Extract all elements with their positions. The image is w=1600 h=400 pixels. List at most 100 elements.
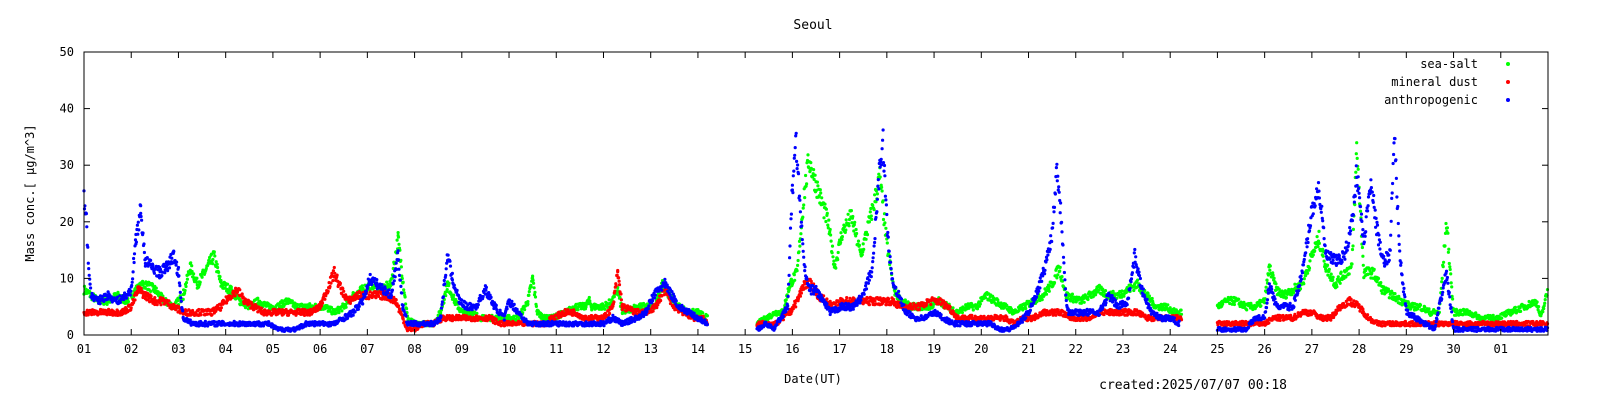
data-point (1229, 295, 1233, 299)
data-point (801, 206, 805, 210)
data-point (948, 305, 952, 309)
data-point (869, 214, 873, 218)
data-point (1321, 254, 1325, 258)
data-point (1274, 282, 1278, 286)
data-point (873, 193, 877, 197)
data-point (391, 266, 395, 271)
data-point (338, 281, 342, 285)
data-point (829, 239, 833, 243)
data-point (527, 290, 531, 294)
data-point (795, 269, 799, 273)
data-point (218, 275, 222, 279)
data-point (361, 286, 365, 290)
data-point (1242, 300, 1246, 304)
data-point (1361, 263, 1365, 267)
data-point (397, 242, 401, 246)
data-point (1542, 304, 1546, 308)
data-point (209, 252, 214, 256)
data-point (852, 223, 856, 227)
data-point (1316, 245, 1320, 249)
data-point (405, 307, 409, 311)
data-point (1311, 253, 1315, 257)
data-point (533, 290, 537, 294)
data-point (394, 298, 398, 302)
data-point (801, 215, 805, 219)
data-point (1317, 241, 1321, 245)
data-point (807, 166, 811, 170)
data-point (1027, 299, 1031, 303)
data-point (335, 273, 339, 277)
data-point (1418, 303, 1423, 307)
data-point (403, 295, 407, 299)
data-point (878, 175, 882, 179)
data-point (864, 237, 868, 241)
data-point (212, 250, 216, 254)
data-point (1132, 288, 1136, 293)
data-point (603, 307, 607, 311)
data-point (829, 233, 833, 237)
data-point (1448, 267, 1452, 272)
data-point (824, 207, 829, 211)
data-point (855, 231, 859, 236)
data-point (830, 251, 834, 255)
data-point (659, 299, 663, 303)
data-point (867, 220, 872, 224)
data-point (872, 208, 876, 212)
data-point (1427, 307, 1431, 311)
data-point (226, 282, 230, 286)
data-point (1338, 281, 1342, 285)
data-point (958, 310, 962, 314)
data-point (167, 299, 171, 303)
data-point (183, 291, 187, 295)
data-point (153, 296, 157, 300)
data-point (613, 289, 617, 293)
data-point (386, 282, 390, 286)
data-point (616, 268, 620, 273)
data-point (256, 296, 260, 300)
data-point (830, 244, 835, 248)
data-point (1263, 297, 1267, 301)
data-point (192, 272, 196, 276)
data-point (211, 257, 215, 262)
data-point (606, 305, 610, 309)
data-point (344, 303, 348, 307)
data-point (874, 189, 879, 193)
data-point (326, 289, 330, 293)
data-point (159, 303, 163, 307)
data-point (1094, 293, 1098, 297)
data-point (531, 278, 535, 282)
data-point (194, 280, 198, 284)
data-point (452, 293, 456, 297)
data-point (308, 302, 312, 306)
data-point (1024, 306, 1028, 311)
data-point (799, 291, 804, 295)
data-point (1416, 307, 1420, 311)
data-point (804, 173, 808, 178)
data-point (884, 226, 888, 230)
data-point (1146, 291, 1150, 295)
data-point (1302, 277, 1306, 281)
data-point (340, 309, 344, 313)
data-point (1150, 296, 1154, 301)
data-point (849, 209, 854, 213)
data-point (129, 306, 133, 310)
data-point (1504, 313, 1508, 317)
data-point (799, 232, 803, 236)
data-point (229, 285, 233, 289)
data-point (401, 317, 405, 321)
data-point (1336, 275, 1340, 279)
data-point (1302, 282, 1306, 286)
data-point (847, 217, 852, 222)
data-point (139, 286, 143, 290)
data-point (190, 269, 194, 274)
data-point (154, 286, 158, 290)
data-point (1376, 276, 1381, 281)
data-point (824, 219, 828, 224)
data-point (1005, 303, 1009, 308)
data-point (1535, 300, 1539, 304)
data-point (839, 240, 843, 245)
data-point (584, 305, 588, 309)
data-point (1315, 235, 1319, 239)
data-point (929, 302, 933, 307)
data-point (1291, 291, 1296, 295)
